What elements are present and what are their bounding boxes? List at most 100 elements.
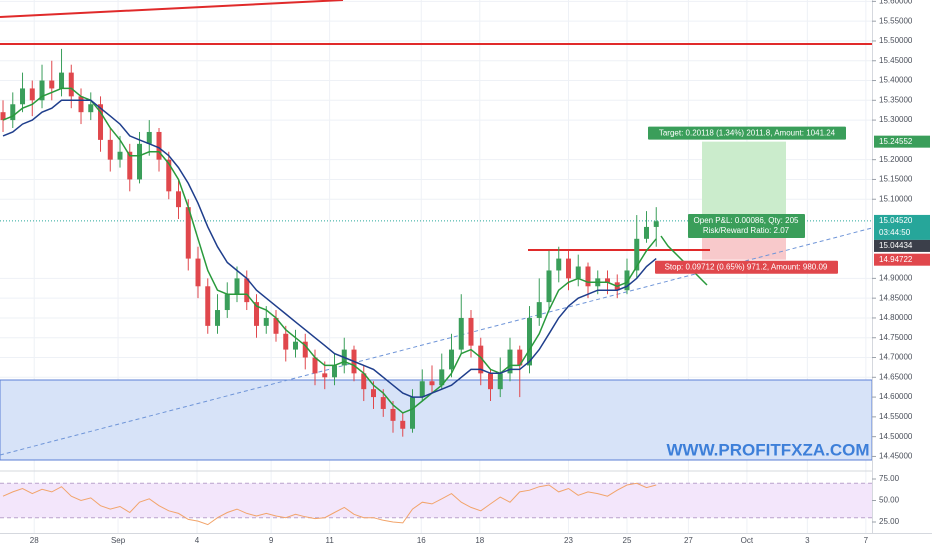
y-tick-label: 14.85000 (879, 293, 913, 302)
y-tick-label: 15.45000 (879, 56, 913, 65)
y-tick-label: 15.30000 (879, 115, 913, 124)
target-label-box (648, 126, 846, 140)
price-label: 14.94722 (879, 255, 913, 264)
candle-body (185, 207, 191, 259)
y-tick-label: 14.80000 (879, 313, 913, 322)
y-tick-label: 14.45000 (879, 452, 913, 461)
candle-body (224, 294, 230, 311)
candle-body (205, 286, 211, 326)
y-tick-label: 15.50000 (879, 36, 913, 45)
candle-body (624, 270, 630, 291)
candle-body (585, 266, 591, 287)
candle-body (263, 317, 269, 326)
candle-body (517, 349, 523, 366)
candle-body (68, 72, 74, 97)
x-tick-label: 25 (623, 536, 632, 545)
stop-label: Stop: 0.09712 (0.65%) 971.2, Amount: 980… (665, 262, 828, 271)
candle-body (49, 80, 55, 89)
price-label: 15.04434 (879, 241, 913, 250)
candle-body (98, 104, 104, 140)
rsi-tick-label: 25.00 (879, 517, 900, 526)
candle-body (526, 317, 532, 366)
x-tick-label: 18 (475, 536, 484, 545)
candle-body (332, 365, 338, 378)
y-tick-label: 15.55000 (879, 16, 913, 25)
candle-body (390, 408, 396, 421)
candle-body (117, 151, 123, 160)
x-tick-label: 9 (269, 536, 274, 545)
y-tick-label: 15.35000 (879, 95, 913, 104)
rsi-tick-label: 50.00 (879, 496, 900, 505)
candle-body (488, 373, 493, 390)
candle-body (468, 317, 474, 346)
candle-body (643, 226, 649, 239)
stop-label-box (655, 260, 838, 274)
candle-body (176, 191, 182, 208)
y-tick-label: 14.75000 (879, 333, 913, 342)
candle-body (536, 302, 542, 318)
pnl-label-box (688, 214, 805, 238)
candle-body (88, 104, 94, 113)
candle-body (419, 381, 425, 398)
rsi-band (0, 483, 872, 518)
candle-body (273, 317, 279, 334)
target-zone (702, 141, 786, 222)
candle-body (322, 373, 328, 378)
candle-body (156, 131, 162, 160)
candle-body (137, 143, 143, 180)
x-tick-label: 16 (417, 536, 426, 545)
price-axis (872, 0, 932, 550)
price-label: 15.04520 (879, 216, 913, 225)
trend-line (0, 0, 344, 18)
y-tick-label: 14.90000 (879, 273, 913, 282)
x-tick-label: 27 (684, 536, 693, 545)
price-label-box (874, 253, 930, 266)
candle-body (371, 389, 377, 398)
x-tick-label: 3 (805, 536, 810, 545)
moving-average (2, 99, 657, 398)
candle-body (10, 104, 16, 121)
y-tick-label: 14.55000 (879, 412, 913, 421)
watermark: WWW.PROFITFXZA.COM (666, 440, 869, 459)
x-tick-label: Sep (111, 536, 126, 545)
candle-body (653, 221, 659, 227)
candle-body (29, 88, 35, 101)
moving-average (2, 87, 657, 414)
candle-body (127, 151, 133, 180)
price-label-box (874, 135, 930, 148)
candle-body (234, 278, 240, 295)
candle-body (215, 310, 221, 326)
candle-body (195, 258, 201, 287)
candle-body (565, 258, 571, 279)
candle-body (458, 317, 464, 350)
candle-body (439, 369, 445, 386)
x-tick-label: 4 (195, 536, 200, 545)
candle-body (146, 131, 152, 144)
candle-body (293, 341, 299, 350)
candle-body (166, 159, 172, 192)
price-label-box (874, 239, 930, 252)
candle-body (556, 258, 562, 271)
x-tick-label: Oct (741, 536, 754, 545)
position-box (702, 141, 786, 260)
pnl-label: Open P&L: 0.00086, Qty: 205 (694, 216, 800, 225)
candle-body (410, 397, 416, 429)
candle-body (497, 373, 503, 390)
x-tick-label: 23 (564, 536, 573, 545)
candle-body (361, 373, 367, 390)
y-tick-label: 15.60000 (879, 0, 913, 5)
candle-body (478, 345, 484, 374)
candle-body (254, 302, 260, 326)
candle-body (604, 278, 610, 283)
candle-body (59, 72, 65, 89)
candle-body (449, 349, 455, 370)
x-tick-label: 28 (30, 536, 39, 545)
countdown: 03:44:50 (879, 228, 911, 237)
candle-body (302, 341, 308, 358)
candle-body (107, 139, 113, 160)
candle-body (39, 80, 45, 101)
candle-body (400, 420, 406, 429)
